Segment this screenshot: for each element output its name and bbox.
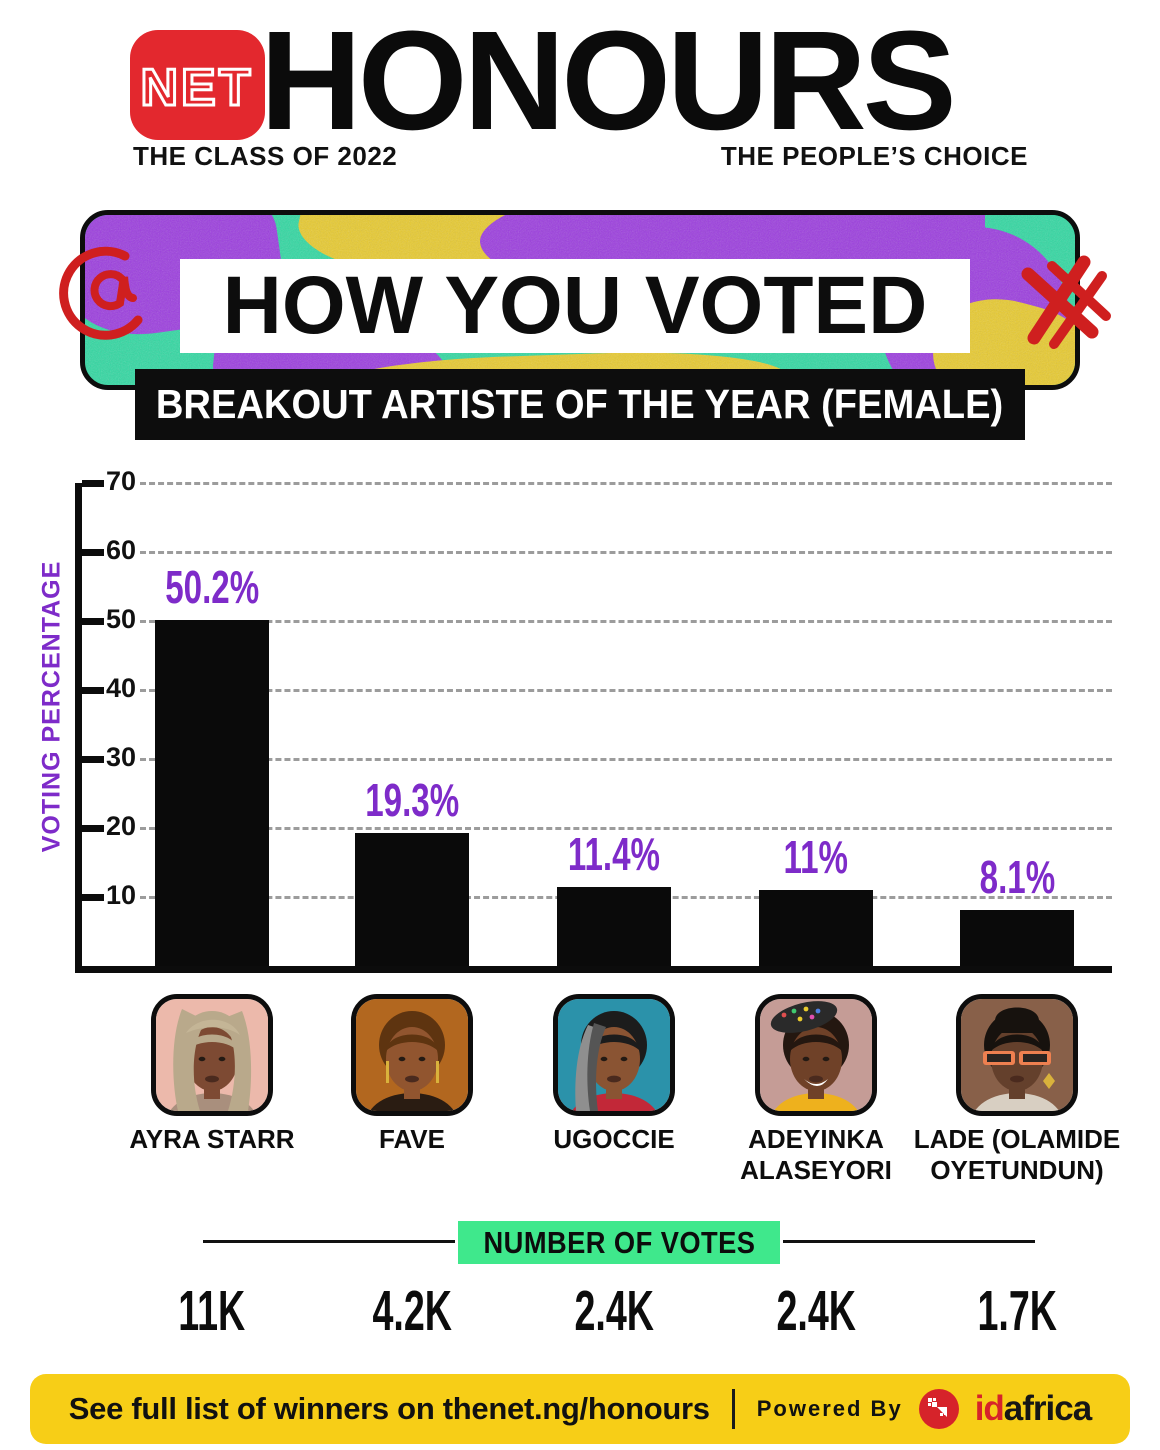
artist-portrait-icon [760,999,872,1111]
how-you-voted-banner: HOW YOU VOTED [80,210,1080,390]
artist-photo [553,994,675,1116]
vote-count: 11K [102,1278,322,1344]
y-axis-tick-label: 40 [106,673,137,703]
y-axis-tick-label: 30 [106,742,137,772]
gridline [140,827,1112,830]
vote-count-text: 4.2K [372,1279,452,1343]
votes-divider-line-right [783,1240,1035,1243]
bar-value-text: 11% [783,831,849,884]
vote-count-text: 1.7K [977,1279,1057,1343]
artist-name: AYRA STARR [129,1124,295,1154]
artist-portrait-icon [961,999,1073,1111]
artist-photo [956,994,1078,1116]
vote-count: 2.4K [706,1278,926,1344]
gridline [140,620,1112,623]
y-axis-line [75,483,82,972]
header-subtitle-right: THE PEOPLE’S CHOICE [720,141,1028,171]
at-scribble-icon [59,246,143,340]
header-subtitle-left: THE CLASS OF 2022 [133,141,398,171]
bar-lade-olamide-oyetundun- [960,910,1074,966]
bar-value-label: 11% [696,830,936,884]
artist-photo [755,994,877,1116]
y-axis-tick [82,756,104,763]
y-axis-tick-label: 10 [106,880,137,910]
artist-name: UGOCCIE [553,1124,675,1154]
idafrica-logo-icon [918,1389,959,1429]
net-logo: NET [130,30,265,140]
page-title: HONOURS [260,1,957,159]
y-axis-tick [82,480,104,487]
bar-value-text: 50.2% [165,560,259,613]
footer-bar: See full list of winners on thenet.ng/ho… [30,1374,1130,1444]
bar-value-label: 11.4% [494,827,734,881]
gridline [140,689,1112,692]
x-scribble-icon [1021,255,1111,349]
bar-value-label: 50.2% [92,560,332,614]
artist-name: ADEYINKA ALASEYORI [740,1124,892,1185]
powered-by-label: Powered By [756,1396,903,1421]
net-logo-icon: NET [139,58,254,119]
y-axis-label: VOTING PERCENTAGE [37,560,66,853]
vote-count-text: 11K [178,1279,246,1343]
vote-count-text: 2.4K [574,1279,654,1343]
bar-fave [355,832,469,966]
idafrica-wordmark: idafrica [974,1389,1093,1429]
y-axis-tick [82,894,104,901]
artist-photo [151,994,273,1116]
how-you-voted-title: HOW YOU VOTED [222,260,928,351]
votes-divider-line-left [203,1240,455,1243]
bar-value-label: 8.1% [897,850,1137,904]
how-you-voted-title-box: HOW YOU VOTED [180,259,970,353]
artist-photo [351,994,473,1116]
gridline [140,482,1112,485]
bar-value-text: 8.1% [979,851,1055,904]
y-axis-tick [82,618,104,625]
bar-ayra-starr [155,619,269,966]
brand-africa-text: africa [1003,1389,1092,1428]
bar-value-text: 11.4% [567,828,661,881]
artist-portrait-icon [156,999,268,1111]
vote-count: 2.4K [504,1278,724,1344]
vote-count: 4.2K [302,1278,522,1344]
footer-text: See full list of winners on thenet.ng/ho… [68,1391,710,1426]
bar-ugoccie [557,887,671,966]
category-label: BREAKOUT ARTISTE OF THE YEAR (FEMALE) [156,381,1004,427]
footer-separator [731,1389,735,1429]
x-axis-line [75,966,1112,973]
brand-id-text: id [974,1389,1005,1428]
y-axis-tick-label: 20 [106,811,137,841]
bar-value-text: 19.3% [365,773,459,826]
artist-name: FAVE [379,1124,445,1154]
y-axis-tick [82,687,104,694]
vote-count-text: 2.4K [776,1279,856,1343]
gridline [140,551,1112,554]
bar-value-label: 19.3% [292,773,532,827]
y-axis-tick [82,549,104,556]
number-of-votes-label: NUMBER OF VOTES [483,1224,755,1260]
svg-text:NET: NET [141,59,254,117]
y-axis-tick [82,825,104,832]
y-axis-tick-label: 50 [106,604,137,634]
artist-portrait-icon [558,999,670,1111]
y-axis-tick-label: 60 [106,535,137,565]
number-of-votes-badge: NUMBER OF VOTES [458,1221,780,1264]
artist-portrait-icon [356,999,468,1111]
y-axis-tick-label: 70 [106,466,137,496]
artist-name: LADE (OLAMIDE OYETUNDUN) [913,1124,1121,1185]
category-bar: BREAKOUT ARTISTE OF THE YEAR (FEMALE) [135,369,1025,440]
gridline [140,758,1112,761]
bar-adeyinka-alaseyori [759,890,873,966]
vote-count: 1.7K [907,1278,1127,1344]
